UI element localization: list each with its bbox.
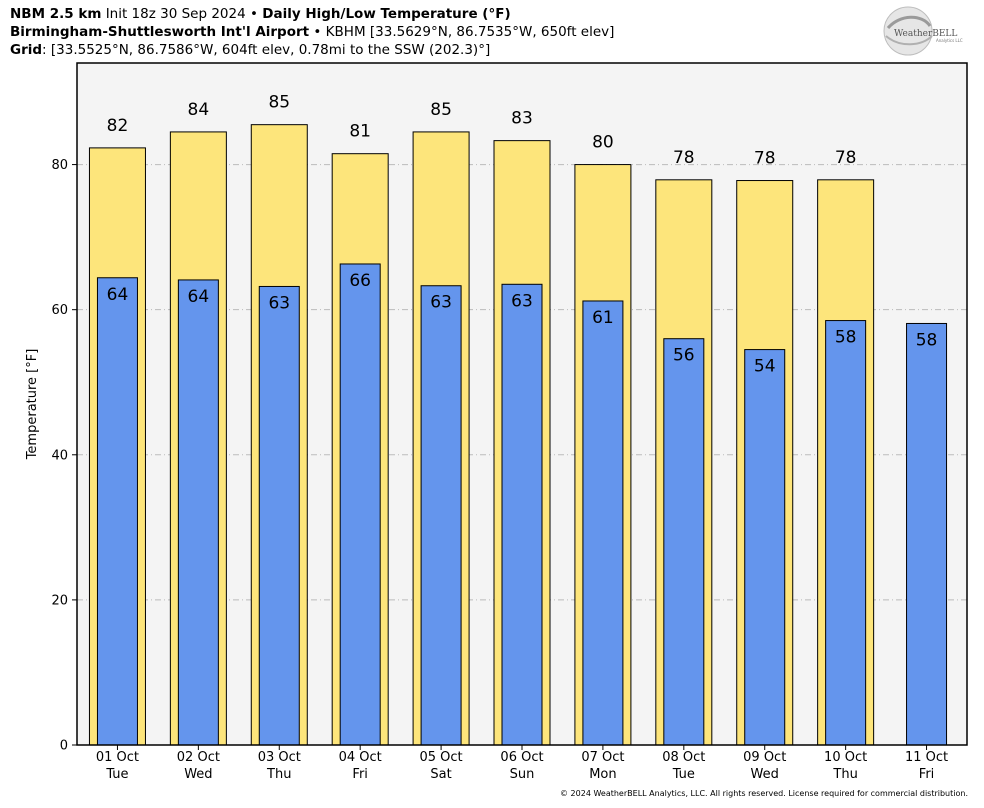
y-tick-label: 60 [51,303,68,318]
high-temp-label: 80 [592,133,614,153]
low-temp-label: 54 [754,357,776,377]
low-temp-bar [582,300,624,746]
low-temp-bar [420,285,462,746]
logo-text: WeatherBELL [894,29,957,39]
copyright-notice: © 2024 WeatherBELL Analytics, LLC. All r… [560,789,968,798]
x-tick-date: 04 Oct [339,750,382,765]
x-tick-day: Mon [589,767,616,782]
grid-info: : [33.5525°N, 86.7586°W, 604ft elev, 0.7… [42,42,491,58]
high-temp-label: 84 [188,100,210,120]
weatherbell-logo-icon: WeatherBELL Analytics LLC [883,6,963,56]
x-tick-date: 08 Oct [662,750,705,765]
station-name: Birmingham-Shuttlesworth Int'l Airport [10,24,310,40]
y-tick-label: 20 [51,593,68,608]
high-temp-label: 81 [349,122,371,142]
low-temp-label: 58 [916,330,938,350]
x-tick-date: 05 Oct [420,750,463,765]
x-tick-day: Tue [105,767,128,782]
low-temp-label: 64 [188,287,210,307]
low-temp-bar [258,285,300,746]
grid-line: Grid: [33.5525°N, 86.7586°W, 604ft elev,… [10,42,490,58]
separator: • [249,6,258,22]
low-temp-label: 58 [835,328,857,348]
low-temp-bar [663,338,705,746]
low-temp-bar [906,322,948,746]
x-tick-date: 11 Oct [905,750,948,765]
station-line: Birmingham-Shuttlesworth Int'l Airport •… [10,24,614,40]
x-tick-day: Sun [510,767,535,782]
high-temp-label: 78 [754,149,776,169]
init-time: Init 18z 30 Sep 2024 [105,6,246,22]
x-tick-date: 06 Oct [500,750,543,765]
bars: 82 64 84 64 85 63 81 66 85 63 83 63 80 61 78 56 78 54 78 58… [88,93,948,746]
low-temp-label: 63 [430,293,452,313]
model-name: NBM 2.5 km [10,6,102,22]
x-tick-day: Tue [672,767,695,782]
x-tick-date: 09 Oct [743,750,786,765]
high-temp-label: 83 [511,109,533,129]
low-temp-bar [501,283,543,746]
grid-label: Grid [10,42,43,58]
x-tick-date: 03 Oct [258,750,301,765]
high-temp-label: 85 [430,100,452,120]
high-temp-label: 85 [268,93,290,113]
x-tick-day: Wed [184,767,212,782]
x-tick-date: 02 Oct [177,750,220,765]
y-tick-label: 0 [60,739,68,754]
x-tick-day: Wed [751,767,779,782]
y-tick-label: 40 [51,448,68,463]
y-axis-label: Temperature [°F] [25,349,40,461]
low-temp-bar [339,263,381,746]
x-tick-day: Fri [352,767,368,782]
low-temp-bar [744,349,786,746]
chart-title-line: NBM 2.5 km Init 18z 30 Sep 2024 • Daily … [10,6,511,22]
x-tick-date: 10 Oct [824,750,867,765]
low-temp-label: 61 [592,308,614,328]
low-temp-bar [177,279,219,746]
x-tick-day: Fri [919,767,935,782]
low-temp-label: 66 [349,271,371,291]
high-temp-label: 82 [107,116,129,136]
low-temp-label: 63 [268,293,290,313]
low-temp-label: 56 [673,346,695,366]
x-tick-day: Sat [430,767,451,782]
x-tick-day: Thu [266,767,291,782]
high-temp-label: 78 [673,148,695,168]
x-tick-date: 07 Oct [581,750,624,765]
high-temp-label: 78 [835,148,857,168]
x-tick-day: Thu [832,767,857,782]
separator: • [313,24,322,40]
logo-subtext: Analytics LLC [936,38,963,43]
low-temp-bar [825,320,867,746]
low-temp-label: 63 [511,291,533,311]
y-tick-label: 80 [51,158,68,173]
product-name: Daily High/Low Temperature (°F) [262,6,511,22]
station-info: KBHM [33.5629°N, 86.7535°W, 650ft elev] [325,24,615,40]
axes: 0 20 40 60 80 01 Oct Tue 02 Oct Wed 03 Oct Thu 04 O… [51,158,948,782]
low-temp-label: 64 [107,285,129,305]
low-temp-bar [96,277,138,746]
x-tick-date: 01 Oct [96,750,139,765]
